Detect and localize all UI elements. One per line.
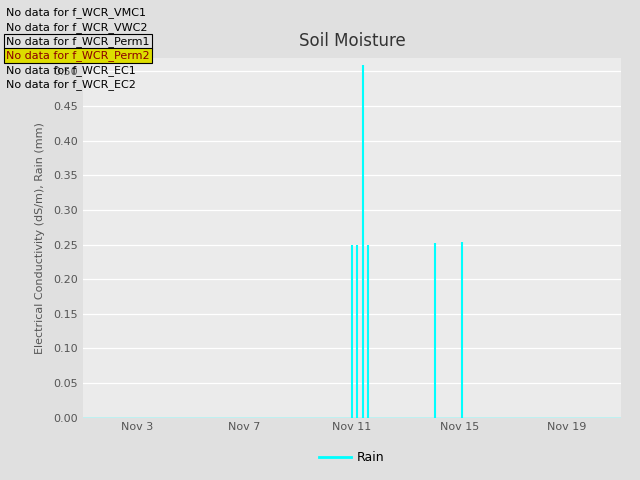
Legend: Rain: Rain: [314, 446, 390, 469]
Text: No data for f_WCR_VWC2: No data for f_WCR_VWC2: [6, 22, 148, 33]
Title: Soil Moisture: Soil Moisture: [299, 33, 405, 50]
Text: No data for f_WCR_EC2: No data for f_WCR_EC2: [6, 79, 136, 90]
Text: No data for f_WCR_Perm1: No data for f_WCR_Perm1: [6, 36, 150, 47]
Text: No data for f_WCR_VMC1: No data for f_WCR_VMC1: [6, 7, 147, 18]
Text: No data for f_WCR_Perm2: No data for f_WCR_Perm2: [6, 50, 150, 61]
Y-axis label: Electrical Conductivity (dS/m), Rain (mm): Electrical Conductivity (dS/m), Rain (mm…: [35, 121, 45, 354]
Text: No data for f_WCR_EC1: No data for f_WCR_EC1: [6, 65, 136, 76]
